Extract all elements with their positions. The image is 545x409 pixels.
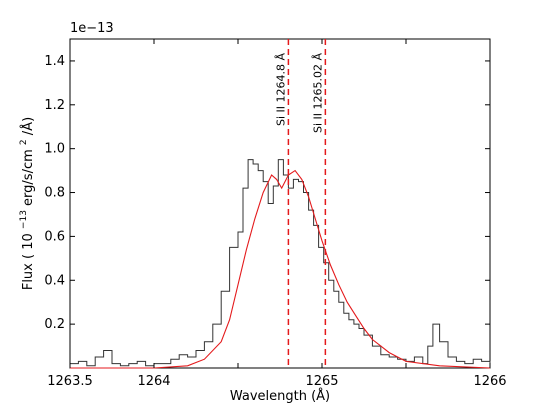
axis-ticks: 1263.5 1264 1265 1266 0.2 0.4 0.6 0.8 1.0 1.2 1.4 (44, 39, 507, 389)
y-tick-label: 0.8 (44, 186, 65, 201)
y-tick-label: 0.6 (44, 229, 65, 244)
y-axis-label-main: Flux (21, 263, 36, 290)
y-tick-label: 0.4 (44, 273, 65, 288)
reference-line-label-2: Si II 1265.02 Å (311, 53, 324, 134)
y-axis-label-sq: 2 (19, 139, 29, 145)
model-fit-line (70, 169, 491, 369)
y-axis-label: Flux ( 10 −13 erg/s/cm 2 /Å) (15, 117, 36, 290)
x-tick-label: 1264 (137, 374, 170, 389)
x-tick-label: 1266 (473, 374, 506, 389)
y-tick-label: 1.4 (44, 54, 65, 69)
reference-line-labels: Si II 1264.8 Å Si II 1265.02 Å (274, 53, 324, 134)
plot-frame (69, 38, 491, 369)
y-axis-label-exp: −13 (19, 210, 29, 229)
x-tick-label: 1263.5 (47, 374, 93, 389)
x-tick-label: 1265 (305, 374, 338, 389)
y-tick-label: 1.2 (44, 98, 65, 113)
y-axis-label-base: 10 (21, 233, 36, 250)
x-axis-label: Wavelength (Å) (230, 388, 330, 404)
reference-line-label-1: Si II 1264.8 Å (274, 53, 287, 127)
y-offset-label: 1e−13 (70, 21, 114, 36)
y-tick-label: 0.2 (44, 317, 65, 332)
y-axis-label-tail: /Å) (20, 117, 36, 135)
y-axis-label-unit: erg/s/cm (21, 149, 36, 206)
plot-lines (70, 39, 491, 369)
y-tick-label: 1.0 (44, 142, 65, 157)
observed-spectrum-line (70, 159, 491, 367)
